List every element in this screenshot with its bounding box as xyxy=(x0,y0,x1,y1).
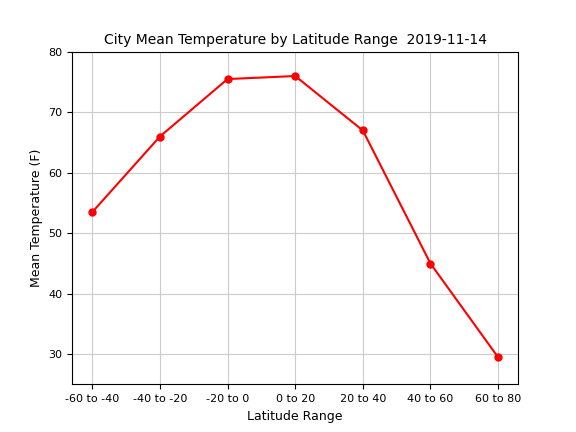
Title: City Mean Temperature by Latitude Range  2019-11-14: City Mean Temperature by Latitude Range … xyxy=(104,32,487,47)
X-axis label: Latitude Range: Latitude Range xyxy=(248,410,343,423)
Y-axis label: Mean Temperature (F): Mean Temperature (F) xyxy=(29,149,43,287)
